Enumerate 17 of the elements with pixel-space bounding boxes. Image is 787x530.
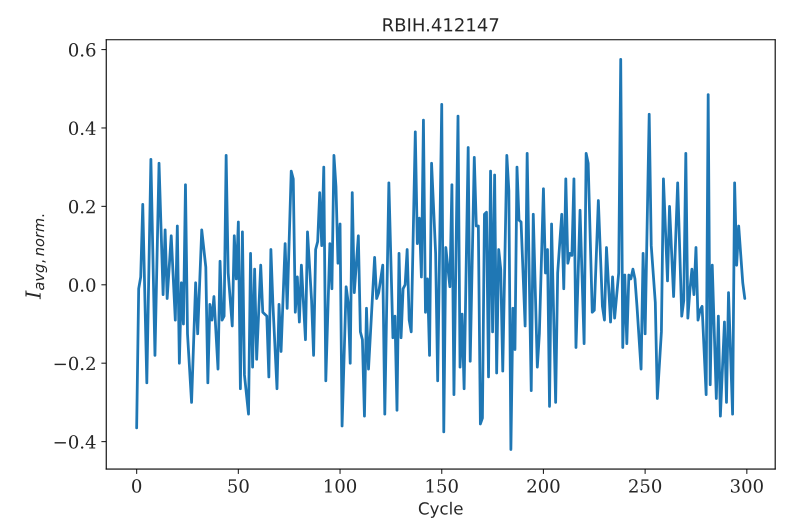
y-tick-label: 0.0 [69, 278, 96, 292]
y-tick-label: 0.6 [69, 43, 96, 57]
x-tick-label: 100 [325, 479, 356, 493]
y-tick-label: −0.2 [54, 356, 95, 370]
x-tick-label: 150 [426, 479, 458, 493]
x-tick-label: 250 [629, 479, 662, 493]
y-tick-label: 0.2 [69, 200, 95, 214]
line-series [135, 58, 746, 451]
x-tick-label: 0 [132, 479, 142, 493]
y-tick-label: 0.4 [69, 121, 96, 136]
chart-title: RBIH.412147 [383, 18, 498, 32]
x-axis-title: Cycle [418, 502, 463, 518]
y-tick-label: −0.4 [54, 435, 96, 449]
y-axis-title: I$_{avg,norm.}$ [25, 214, 48, 300]
x-tick-label: 300 [730, 479, 763, 493]
x-tick-label: 50 [228, 479, 249, 493]
x-tick-label: 200 [527, 479, 560, 493]
